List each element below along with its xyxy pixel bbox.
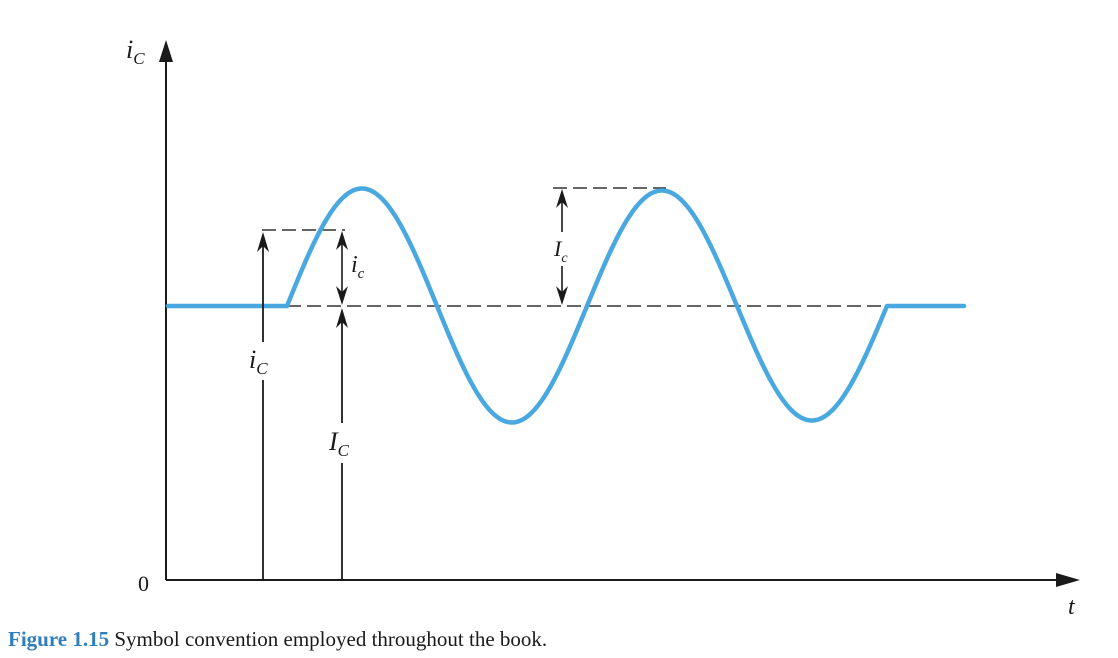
x-axis-arrowhead — [1056, 573, 1080, 587]
total-current-arrowhead — [257, 232, 269, 252]
total-current-label: iC — [249, 345, 268, 378]
ac-peak-arrowhead-up — [556, 189, 568, 208]
figure-caption: Figure 1.15 Symbol convention employed t… — [8, 627, 547, 652]
figure-number: Figure 1.15 — [8, 627, 110, 651]
ac-instant-arrowhead-down — [336, 286, 348, 305]
ac-instant-label: ic — [351, 252, 365, 282]
x-axis-label: t — [1068, 594, 1076, 620]
y-axis-label: iC — [126, 35, 145, 68]
caption-text: Symbol convention employed throughout th… — [109, 627, 548, 651]
origin-label: 0 — [138, 571, 149, 596]
ac-signal-waveform — [165, 186, 967, 425]
ac-peak-arrowhead-down — [556, 286, 568, 305]
ac-peak-label: Ic — [553, 236, 568, 266]
dc-current-arrowhead — [336, 308, 348, 328]
diagram-canvas: iC t 0 iC IC ic Ic — [126, 35, 1080, 620]
ac-instant-arrowhead-up — [336, 231, 348, 250]
y-axis-arrowhead — [159, 40, 173, 62]
dc-current-label: IC — [328, 427, 350, 460]
